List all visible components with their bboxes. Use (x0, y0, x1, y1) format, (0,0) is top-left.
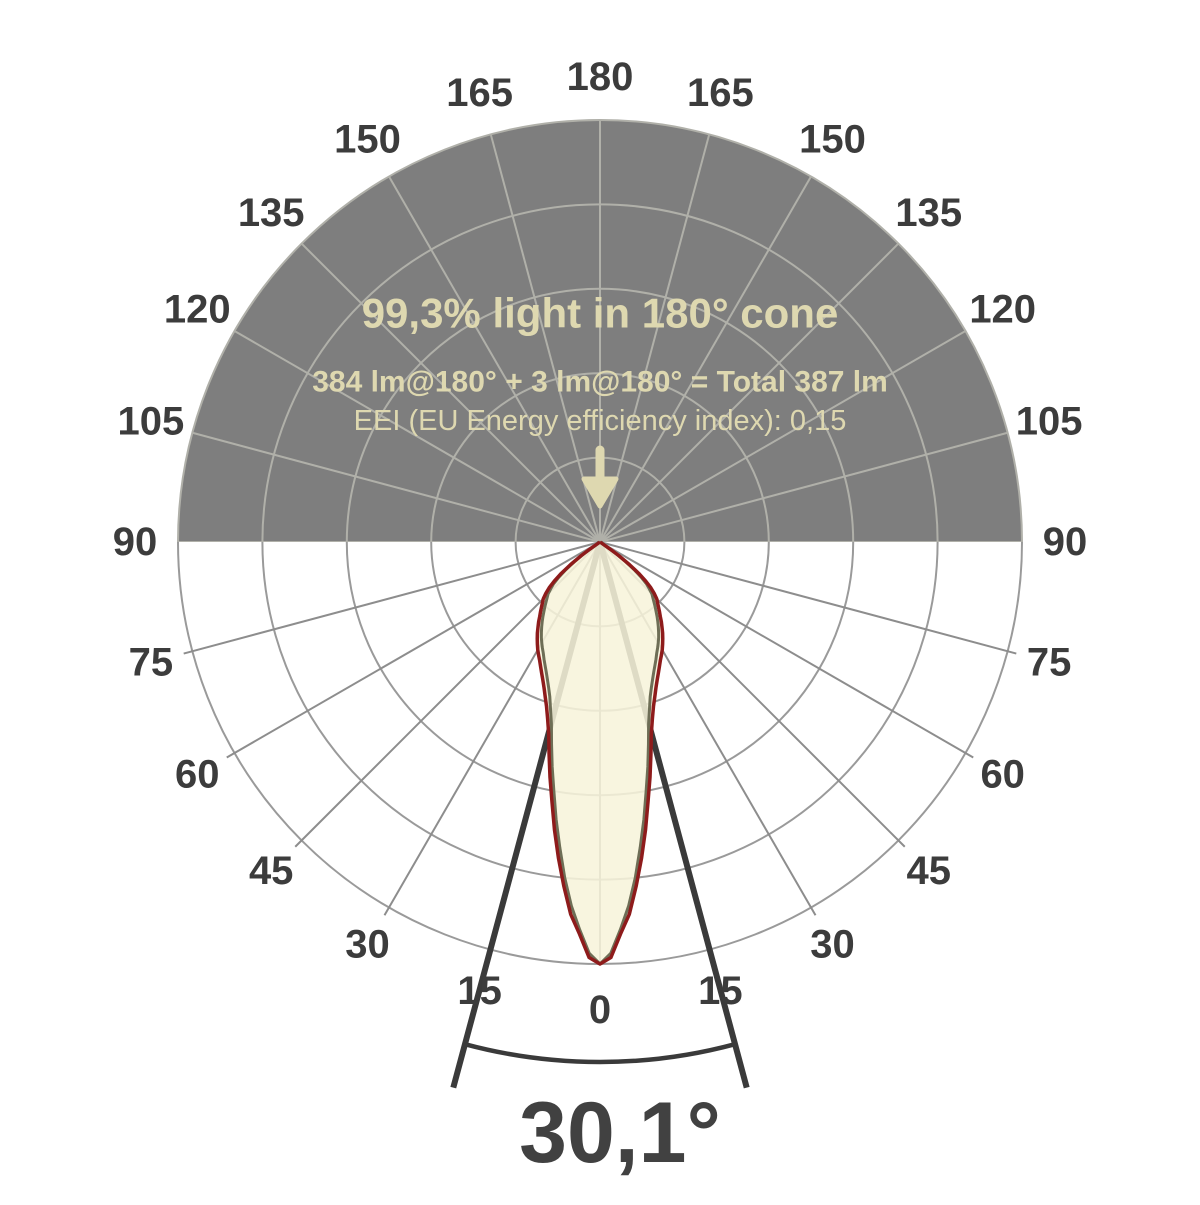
upper-grid-radial (599, 242, 900, 542)
angle-label-60-left: 60 (175, 753, 220, 797)
angle-label-105-right: 105 (1016, 400, 1083, 444)
lower-grid-radial (599, 541, 1017, 655)
angle-label-45-left: 45 (249, 849, 294, 893)
angle-label-75-left: 75 (129, 640, 174, 684)
angle-label-75-right: 75 (1027, 640, 1072, 684)
angle-label-60-right: 60 (980, 753, 1025, 797)
upper-grid-radial (234, 330, 601, 542)
upper-grid-radial (599, 431, 1008, 542)
angle-label-90-right: 90 (1043, 520, 1088, 564)
angle-label-105-left: 105 (117, 400, 184, 444)
angle-label-45-right: 45 (907, 849, 952, 893)
angle-label-15-right: 15 (698, 969, 743, 1013)
annotation-line-2: 384 lm@180° + 3 lm@180° = Total 387 lm (312, 366, 888, 399)
down-arrow-head (581, 476, 619, 509)
intensity-curve-c0 (535, 540, 665, 966)
upper-grid-radial (599, 330, 966, 542)
annotation-line-1: 99,3% light in 180° cone (362, 290, 839, 337)
upper-grid-radial (192, 431, 601, 542)
beam-lobe-fill (537, 542, 663, 964)
angle-label-15-left: 15 (457, 969, 502, 1013)
angle-label-90-left: 90 (113, 520, 158, 564)
angle-label-30-right: 30 (810, 923, 855, 967)
upper-grid-radial (599, 134, 711, 542)
angle-label-0: 0 (589, 988, 611, 1032)
angle-label-150-left: 150 (334, 117, 401, 161)
angle-label-180: 180 (567, 55, 634, 99)
lower-grid-radial (226, 541, 601, 759)
angle-label-135-right: 135 (895, 191, 962, 235)
annotation-line-3: EEI (EU Energy efficiency index): 0,15 (354, 405, 847, 437)
beam-angle-value: 30,1° (519, 1085, 721, 1181)
angle-label-165-left: 165 (446, 71, 513, 115)
down-arrow-icon (581, 445, 619, 509)
angle-label-120-left: 120 (164, 288, 231, 332)
angle-label-150-right: 150 (799, 117, 866, 161)
upper-grid-radial (388, 176, 601, 542)
angle-label-135-left: 135 (238, 191, 305, 235)
angle-label-30-left: 30 (345, 923, 390, 967)
angle-label-120-right: 120 (969, 288, 1036, 332)
beam-angle-arc (464, 1041, 736, 1065)
lower-grid-radial (599, 541, 974, 759)
upper-grid-radial (300, 242, 601, 542)
angle-label-165-right: 165 (687, 71, 754, 115)
upper-grid-radial (599, 176, 812, 542)
upper-grid-radial (489, 134, 601, 542)
lower-grid-radial (183, 541, 601, 655)
